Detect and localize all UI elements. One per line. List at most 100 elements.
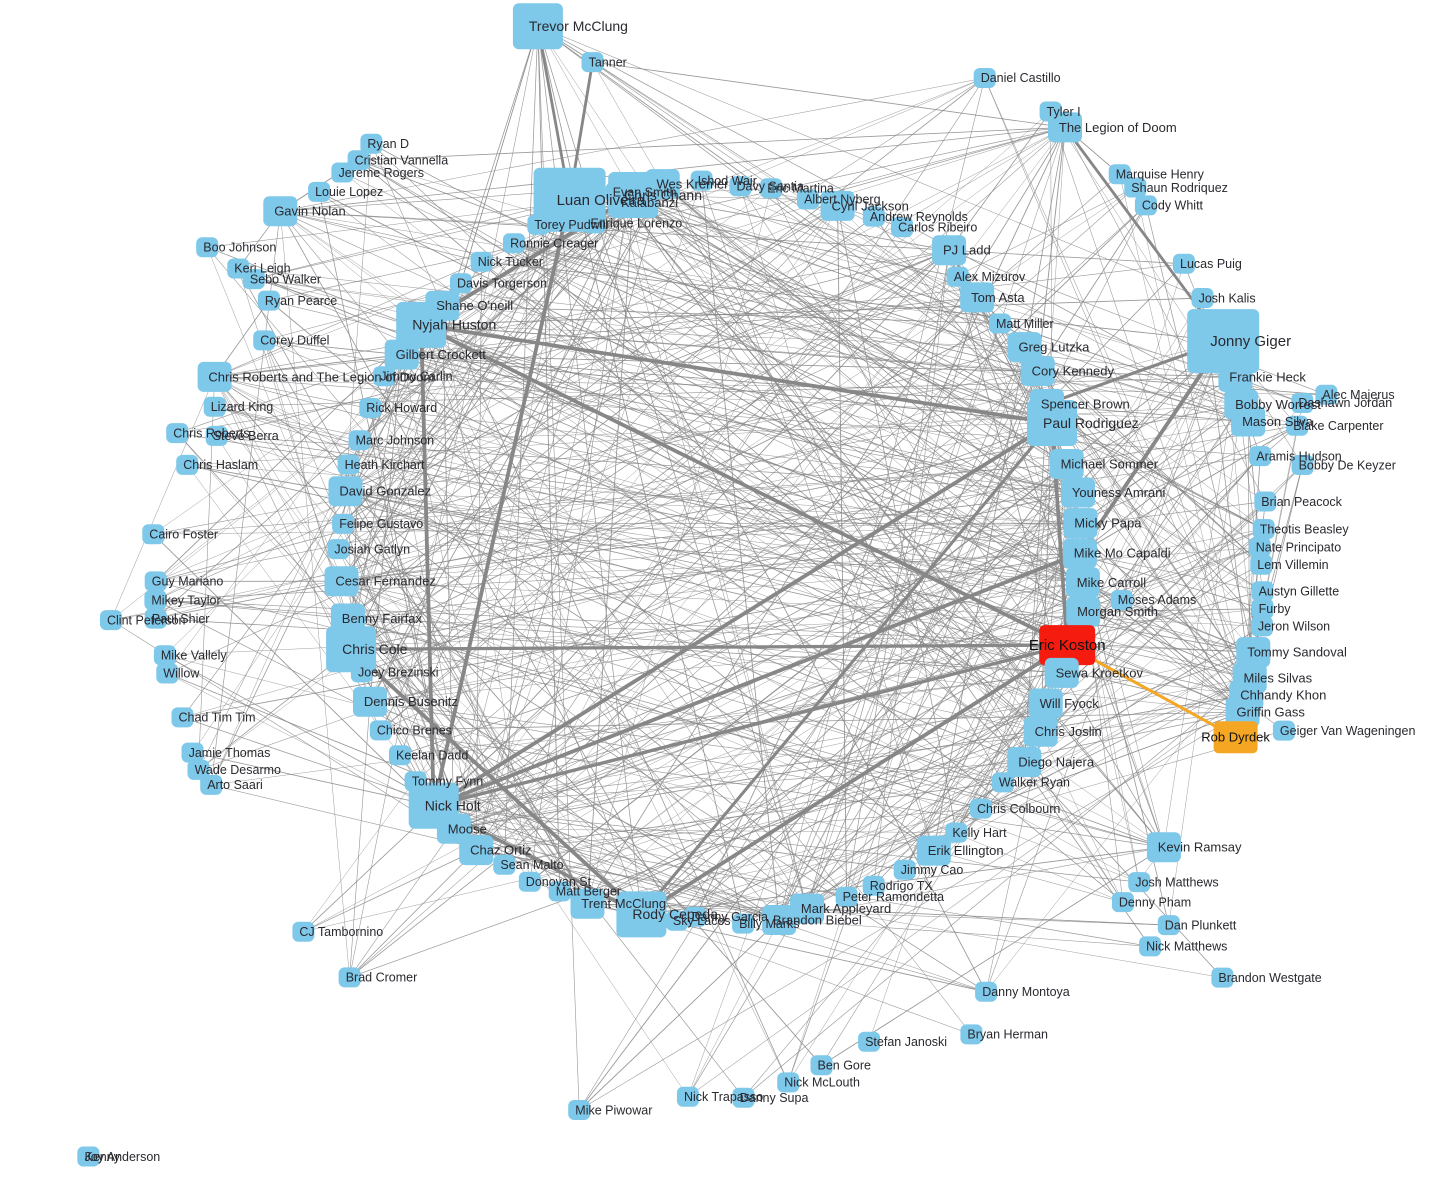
svg-text:Chris Haslam: Chris Haslam — [183, 458, 258, 472]
svg-text:Boo Johnson: Boo Johnson — [203, 241, 276, 255]
svg-text:Josh Matthews: Josh Matthews — [1135, 875, 1218, 889]
svg-text:Theotis Beasley: Theotis Beasley — [1260, 522, 1350, 536]
svg-text:Brad Cromer: Brad Cromer — [346, 971, 418, 985]
svg-text:Alec Majerus: Alec Majerus — [1322, 388, 1394, 402]
svg-text:Heath Kirchart: Heath Kirchart — [345, 458, 425, 472]
svg-text:Dennis Busenitz: Dennis Busenitz — [364, 694, 458, 709]
svg-text:Blake Carpenter: Blake Carpenter — [1293, 419, 1383, 433]
svg-text:Nick Holt: Nick Holt — [425, 798, 481, 814]
svg-text:Erik Ellington: Erik Ellington — [928, 843, 1004, 858]
svg-text:Sebo Walker: Sebo Walker — [250, 272, 321, 286]
svg-text:Josiah Gatlyn: Josiah Gatlyn — [334, 542, 410, 556]
svg-text:Denny Pham: Denny Pham — [1119, 895, 1191, 909]
svg-text:Jamie Thomas: Jamie Thomas — [189, 746, 271, 760]
svg-text:David Gonzalez: David Gonzalez — [339, 484, 431, 499]
svg-text:Willow: Willow — [163, 667, 200, 681]
svg-text:Chhandy Khon: Chhandy Khon — [1240, 687, 1326, 702]
svg-text:Frankie Heck: Frankie Heck — [1229, 369, 1306, 384]
svg-text:Tyler I: Tyler I — [1047, 105, 1081, 119]
svg-text:Tommy Sandoval: Tommy Sandoval — [1247, 645, 1347, 660]
svg-text:Joy Anderson: Joy Anderson — [85, 1150, 161, 1164]
svg-text:Chris Cole: Chris Cole — [342, 641, 408, 657]
svg-text:Matt Miller: Matt Miller — [996, 317, 1054, 331]
svg-text:Youness Amrani: Youness Amrani — [1072, 485, 1166, 500]
svg-text:Geiger Van Wageningen: Geiger Van Wageningen — [1280, 724, 1416, 738]
svg-text:Chico Brenes: Chico Brenes — [377, 724, 452, 738]
svg-text:Carlos Ribeiro: Carlos Ribeiro — [898, 221, 977, 235]
svg-text:Kalabanzi: Kalabanzi — [621, 195, 678, 210]
svg-text:Furby: Furby — [1259, 602, 1292, 616]
svg-text:Tanner: Tanner — [589, 55, 627, 69]
svg-text:Moose: Moose — [448, 821, 487, 836]
svg-text:Nick Matthews: Nick Matthews — [1146, 940, 1227, 954]
svg-text:Cory Kennedy: Cory Kennedy — [1032, 363, 1115, 378]
svg-text:Ben Gore: Ben Gore — [818, 1059, 872, 1073]
svg-text:Felipe Gustavo: Felipe Gustavo — [339, 517, 423, 531]
svg-text:Ronnie Creager: Ronnie Creager — [510, 236, 598, 250]
svg-text:Michael Sommer: Michael Sommer — [1061, 456, 1159, 471]
svg-text:Rick Howard: Rick Howard — [366, 401, 437, 415]
svg-text:Sewa Kroetkov: Sewa Kroetkov — [1056, 665, 1144, 680]
svg-text:Chris Joslin: Chris Joslin — [1035, 724, 1102, 739]
svg-text:Daniel Castillo: Daniel Castillo — [981, 71, 1061, 85]
svg-text:Shane O'neill: Shane O'neill — [436, 298, 513, 313]
svg-text:Mike Vallely: Mike Vallely — [161, 648, 228, 662]
svg-text:Torey Pudwill: Torey Pudwill — [534, 218, 608, 232]
svg-text:Kevin Ramsay: Kevin Ramsay — [1158, 840, 1242, 855]
svg-text:Stefan Janoski: Stefan Janoski — [865, 1035, 947, 1049]
svg-text:Chris Colbourn: Chris Colbourn — [977, 802, 1060, 816]
svg-text:Danny Garcia: Danny Garcia — [692, 910, 768, 924]
svg-text:Marquise Henry: Marquise Henry — [1116, 168, 1205, 182]
svg-text:Mike Piwowar: Mike Piwowar — [575, 1103, 652, 1117]
svg-text:Mikey Taylor: Mikey Taylor — [151, 593, 220, 607]
svg-text:Diego Najera: Diego Najera — [1018, 754, 1095, 769]
svg-text:Gavin Nolan: Gavin Nolan — [274, 204, 346, 219]
svg-text:Chad Tim Tim: Chad Tim Tim — [179, 711, 256, 725]
svg-text:Steve Berra: Steve Berra — [213, 429, 279, 443]
svg-text:Jimmy Cao: Jimmy Cao — [901, 863, 964, 877]
svg-text:Paul Shier: Paul Shier — [152, 612, 210, 626]
svg-text:Greg Lutzka: Greg Lutzka — [1019, 340, 1091, 355]
svg-text:Austyn Gillette: Austyn Gillette — [1259, 585, 1340, 599]
svg-text:Nick McLouth: Nick McLouth — [784, 1076, 860, 1090]
svg-text:Will Fyock: Will Fyock — [1040, 696, 1100, 711]
svg-text:Cairo Foster: Cairo Foster — [149, 527, 218, 541]
svg-text:Morgan Smith: Morgan Smith — [1077, 604, 1158, 619]
svg-text:Trevor McClung: Trevor McClung — [529, 18, 628, 34]
svg-text:Corey Duffel: Corey Duffel — [260, 334, 329, 348]
svg-text:Cesar Fernandez: Cesar Fernandez — [335, 574, 435, 589]
svg-text:Jeron Wilson: Jeron Wilson — [1258, 620, 1330, 634]
svg-text:Wade Desarmo: Wade Desarmo — [195, 763, 281, 777]
svg-text:Cody Whitt: Cody Whitt — [1142, 199, 1204, 213]
svg-text:CJ Tambornino: CJ Tambornino — [299, 925, 383, 939]
svg-text:Jimmy Carlin: Jimmy Carlin — [380, 370, 452, 384]
svg-text:Tom Asta: Tom Asta — [971, 290, 1025, 305]
svg-text:Jonny Giger: Jonny Giger — [1210, 333, 1291, 350]
svg-text:Marc Johnson: Marc Johnson — [356, 434, 435, 448]
svg-text:Rob Dyrdek: Rob Dyrdek — [1201, 730, 1270, 745]
svg-text:Arto Saari: Arto Saari — [207, 778, 263, 792]
svg-text:Donovan St: Donovan St — [526, 875, 592, 889]
svg-text:Mike Mo Capaldi: Mike Mo Capaldi — [1074, 546, 1171, 561]
svg-text:Guy Mariano: Guy Mariano — [152, 575, 224, 589]
svg-text:Benny Fairfax: Benny Fairfax — [342, 611, 423, 626]
svg-text:Lucas Puig: Lucas Puig — [1180, 257, 1242, 271]
svg-text:Keelan Dadd: Keelan Dadd — [396, 749, 468, 763]
svg-text:Gilbert Crockett: Gilbert Crockett — [396, 347, 487, 362]
svg-text:Eric Koston: Eric Koston — [1029, 637, 1106, 654]
svg-text:Lem Villemin: Lem Villemin — [1257, 558, 1328, 572]
svg-text:Davis Torgerson: Davis Torgerson — [457, 277, 547, 291]
svg-text:Joey Brezinski: Joey Brezinski — [358, 666, 439, 680]
svg-text:Ryan D: Ryan D — [367, 137, 409, 151]
svg-text:Walker Ryan: Walker Ryan — [999, 776, 1070, 790]
svg-text:Louie Lopez: Louie Lopez — [315, 185, 383, 199]
svg-text:Micky Papa: Micky Papa — [1074, 516, 1142, 531]
svg-text:Tommy Fynn: Tommy Fynn — [412, 775, 484, 789]
svg-text:Alex Mizurov: Alex Mizurov — [954, 270, 1026, 284]
svg-text:Mike Carroll: Mike Carroll — [1077, 575, 1146, 590]
svg-text:Shaun Rodriquez: Shaun Rodriquez — [1131, 181, 1228, 195]
svg-text:Dan Plunkett: Dan Plunkett — [1165, 918, 1237, 932]
svg-text:The Legion of Doom: The Legion of Doom — [1059, 120, 1177, 135]
svg-text:Brandon Westgate: Brandon Westgate — [1218, 971, 1321, 985]
svg-text:Danny Montoya: Danny Montoya — [982, 985, 1070, 999]
